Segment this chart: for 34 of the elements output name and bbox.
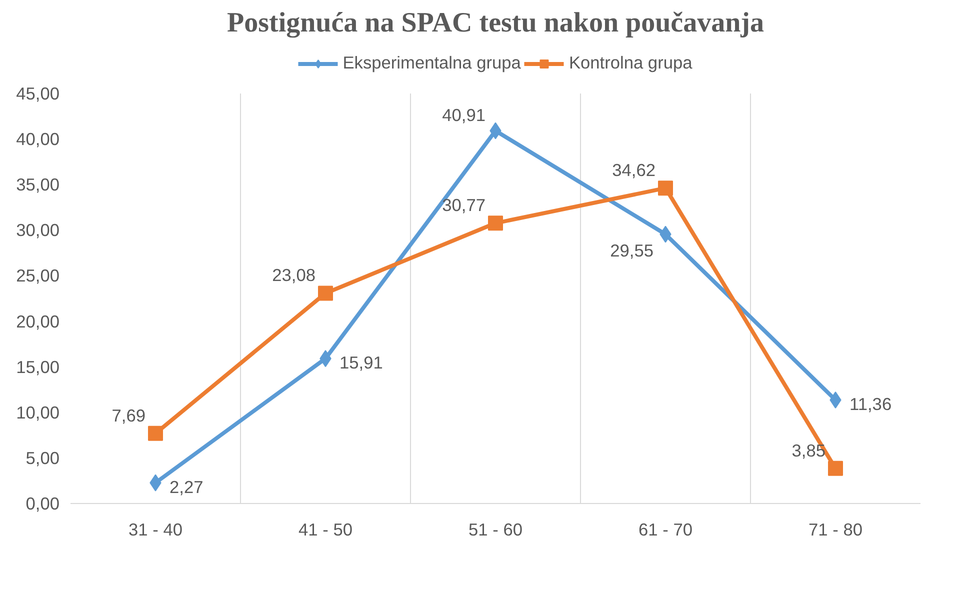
- legend-label: Eksperimentalna grupa: [342, 52, 521, 74]
- point: [830, 392, 842, 408]
- point: [318, 286, 333, 301]
- y-tick-label: 10,00: [16, 402, 60, 422]
- data-label: 7,69: [112, 405, 146, 426]
- x-tick-label: 51 - 60: [468, 520, 522, 540]
- data-label: 30,77: [442, 195, 486, 216]
- y-tick-label: 30,00: [16, 220, 60, 240]
- y-tick-label: 40,00: [16, 129, 60, 150]
- data-label: 40,91: [442, 104, 486, 125]
- x-tick-label: 31 - 40: [128, 520, 182, 540]
- y-tick-label: 25,00: [16, 266, 60, 286]
- point: [658, 180, 673, 196]
- point: [488, 216, 503, 231]
- chart-title: Postignuća na SPAC testu nakon poučavanja: [226, 8, 764, 38]
- point: [148, 426, 163, 441]
- x-tick-label: 41 - 50: [298, 520, 352, 540]
- y-tick-label: 0,00: [26, 494, 60, 514]
- data-label: 11,36: [850, 394, 892, 414]
- legend-label: Kontrolna grupa: [568, 52, 692, 74]
- data-label: 15,91: [340, 352, 383, 373]
- y-tick-label: 5,00: [26, 448, 60, 468]
- y-tick-label: 15,00: [16, 356, 60, 377]
- data-label: 23,08: [272, 265, 316, 286]
- data-label: 34,62: [612, 160, 656, 180]
- data-label: 3,85: [792, 440, 826, 460]
- data-label: 2,27: [170, 476, 204, 497]
- x-tick-label: 71 - 80: [808, 520, 862, 540]
- point: [828, 460, 843, 476]
- y-tick-label: 45,00: [16, 84, 60, 104]
- y-tick-label: 35,00: [16, 174, 60, 195]
- x-tick-label: 61 - 70: [638, 520, 692, 540]
- y-tick-label: 20,00: [16, 311, 60, 332]
- data-label: 29,55: [610, 240, 654, 260]
